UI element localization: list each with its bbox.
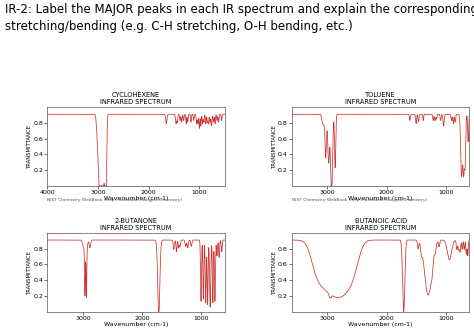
Y-axis label: TRANSMITTANCE: TRANSMITTANCE [27, 125, 32, 169]
Y-axis label: TRANSMITTANCE: TRANSMITTANCE [272, 125, 276, 169]
Text: NIST Chemistry WebBook (http://webbook.nist.gov/chemistry): NIST Chemistry WebBook (http://webbook.n… [47, 198, 182, 202]
X-axis label: Wavenumber (cm-1): Wavenumber (cm-1) [348, 322, 413, 327]
Text: IR-2: Label the MAJOR peaks in each IR spectrum and explain the corresponding
st: IR-2: Label the MAJOR peaks in each IR s… [5, 3, 474, 34]
Y-axis label: TRANSMITTANCE: TRANSMITTANCE [272, 250, 276, 294]
Title: 2-BUTANONE
INFRARED SPECTRUM: 2-BUTANONE INFRARED SPECTRUM [100, 218, 172, 231]
X-axis label: Wavenumber (cm-1): Wavenumber (cm-1) [104, 196, 168, 201]
Y-axis label: TRANSMITTANCE: TRANSMITTANCE [27, 250, 32, 294]
X-axis label: Wavenumber (cm-1): Wavenumber (cm-1) [348, 196, 413, 201]
X-axis label: Wavenumber (cm-1): Wavenumber (cm-1) [104, 322, 168, 327]
Text: NIST Chemistry WebBook (http://webbook.nist.gov/chemistry): NIST Chemistry WebBook (http://webbook.n… [292, 198, 427, 202]
Title: BUTANOIC ACID
INFRARED SPECTRUM: BUTANOIC ACID INFRARED SPECTRUM [345, 218, 416, 231]
Title: CYCLOHEXENE
INFRARED SPECTRUM: CYCLOHEXENE INFRARED SPECTRUM [100, 92, 172, 106]
Title: TOLUENE
INFRARED SPECTRUM: TOLUENE INFRARED SPECTRUM [345, 92, 416, 106]
